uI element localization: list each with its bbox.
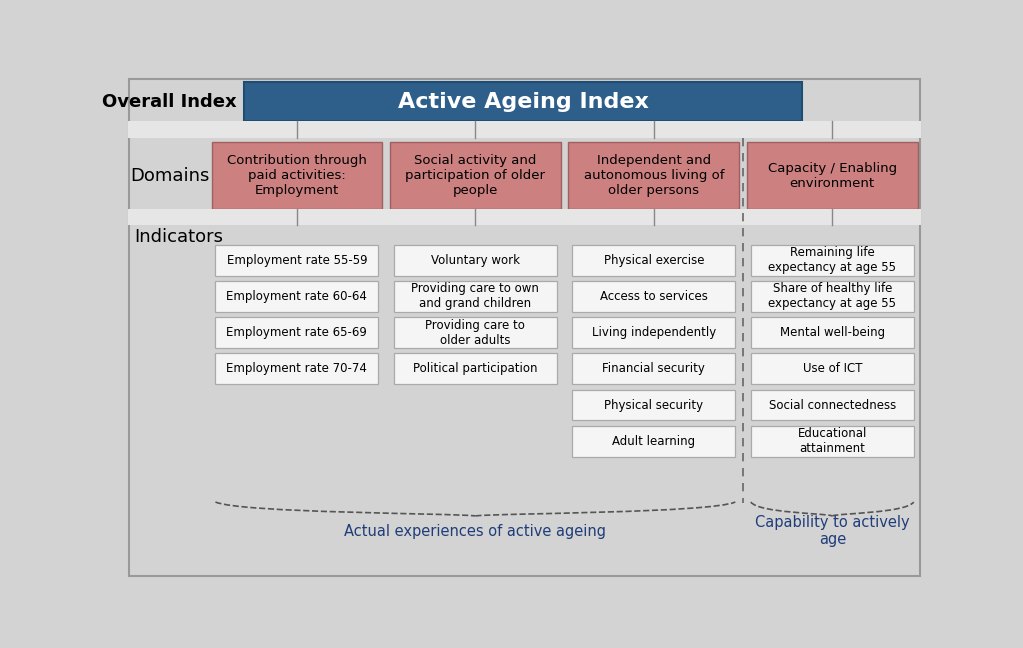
FancyBboxPatch shape xyxy=(751,318,914,348)
FancyBboxPatch shape xyxy=(572,318,736,348)
FancyBboxPatch shape xyxy=(751,389,914,421)
FancyBboxPatch shape xyxy=(128,121,921,138)
FancyBboxPatch shape xyxy=(572,389,736,421)
Text: Share of healthy life
expectancy at age 55: Share of healthy life expectancy at age … xyxy=(768,283,896,310)
FancyBboxPatch shape xyxy=(216,318,379,348)
FancyBboxPatch shape xyxy=(751,353,914,384)
Text: Actual experiences of active ageing: Actual experiences of active ageing xyxy=(345,524,607,538)
Text: Political participation: Political participation xyxy=(413,362,538,375)
Text: Social activity and
participation of older
people: Social activity and participation of old… xyxy=(405,154,545,197)
Text: Employment rate 60-64: Employment rate 60-64 xyxy=(226,290,367,303)
Text: Physical exercise: Physical exercise xyxy=(604,254,704,267)
Text: Access to services: Access to services xyxy=(599,290,708,303)
Text: Social connectedness: Social connectedness xyxy=(768,399,896,411)
Text: Contribution through
paid activities:
Employment: Contribution through paid activities: Em… xyxy=(227,154,367,197)
Text: Active Ageing Index: Active Ageing Index xyxy=(398,91,649,111)
Text: Employment rate 55-59: Employment rate 55-59 xyxy=(227,254,367,267)
Text: Physical security: Physical security xyxy=(605,399,704,411)
FancyBboxPatch shape xyxy=(751,281,914,312)
FancyBboxPatch shape xyxy=(394,245,557,275)
FancyBboxPatch shape xyxy=(751,426,914,457)
FancyBboxPatch shape xyxy=(572,426,736,457)
FancyBboxPatch shape xyxy=(212,142,383,209)
Text: Adult learning: Adult learning xyxy=(612,435,696,448)
Text: Capability to actively
age: Capability to actively age xyxy=(755,515,909,548)
FancyBboxPatch shape xyxy=(244,82,802,121)
FancyBboxPatch shape xyxy=(394,318,557,348)
Text: Voluntary work: Voluntary work xyxy=(431,254,520,267)
FancyBboxPatch shape xyxy=(572,281,736,312)
FancyBboxPatch shape xyxy=(216,353,379,384)
Text: Use of ICT: Use of ICT xyxy=(802,362,862,375)
Text: Domains: Domains xyxy=(130,167,210,185)
Text: Educational
attainment: Educational attainment xyxy=(798,427,866,455)
FancyBboxPatch shape xyxy=(751,245,914,275)
FancyBboxPatch shape xyxy=(572,245,736,275)
FancyBboxPatch shape xyxy=(390,142,561,209)
Text: Employment rate 70-74: Employment rate 70-74 xyxy=(226,362,367,375)
FancyBboxPatch shape xyxy=(572,353,736,384)
FancyBboxPatch shape xyxy=(216,245,379,275)
FancyBboxPatch shape xyxy=(569,142,740,209)
FancyBboxPatch shape xyxy=(216,281,379,312)
Text: Living independently: Living independently xyxy=(591,326,716,339)
FancyBboxPatch shape xyxy=(128,209,921,225)
Text: Indicators: Indicators xyxy=(134,228,223,246)
FancyBboxPatch shape xyxy=(747,142,918,209)
Text: Mental well-being: Mental well-being xyxy=(780,326,885,339)
FancyBboxPatch shape xyxy=(394,281,557,312)
Text: Overall Index: Overall Index xyxy=(102,93,237,111)
Text: Employment rate 65-69: Employment rate 65-69 xyxy=(226,326,367,339)
Text: Providing care to own
and grand children: Providing care to own and grand children xyxy=(411,283,539,310)
FancyBboxPatch shape xyxy=(129,78,920,576)
Text: Independent and
autonomous living of
older persons: Independent and autonomous living of old… xyxy=(583,154,724,197)
FancyBboxPatch shape xyxy=(394,353,557,384)
Text: Providing care to
older adults: Providing care to older adults xyxy=(426,319,525,347)
Text: Financial security: Financial security xyxy=(603,362,705,375)
Text: Capacity / Enabling
environment: Capacity / Enabling environment xyxy=(767,161,897,190)
Text: Remaining life
expectancy at age 55: Remaining life expectancy at age 55 xyxy=(768,246,896,274)
